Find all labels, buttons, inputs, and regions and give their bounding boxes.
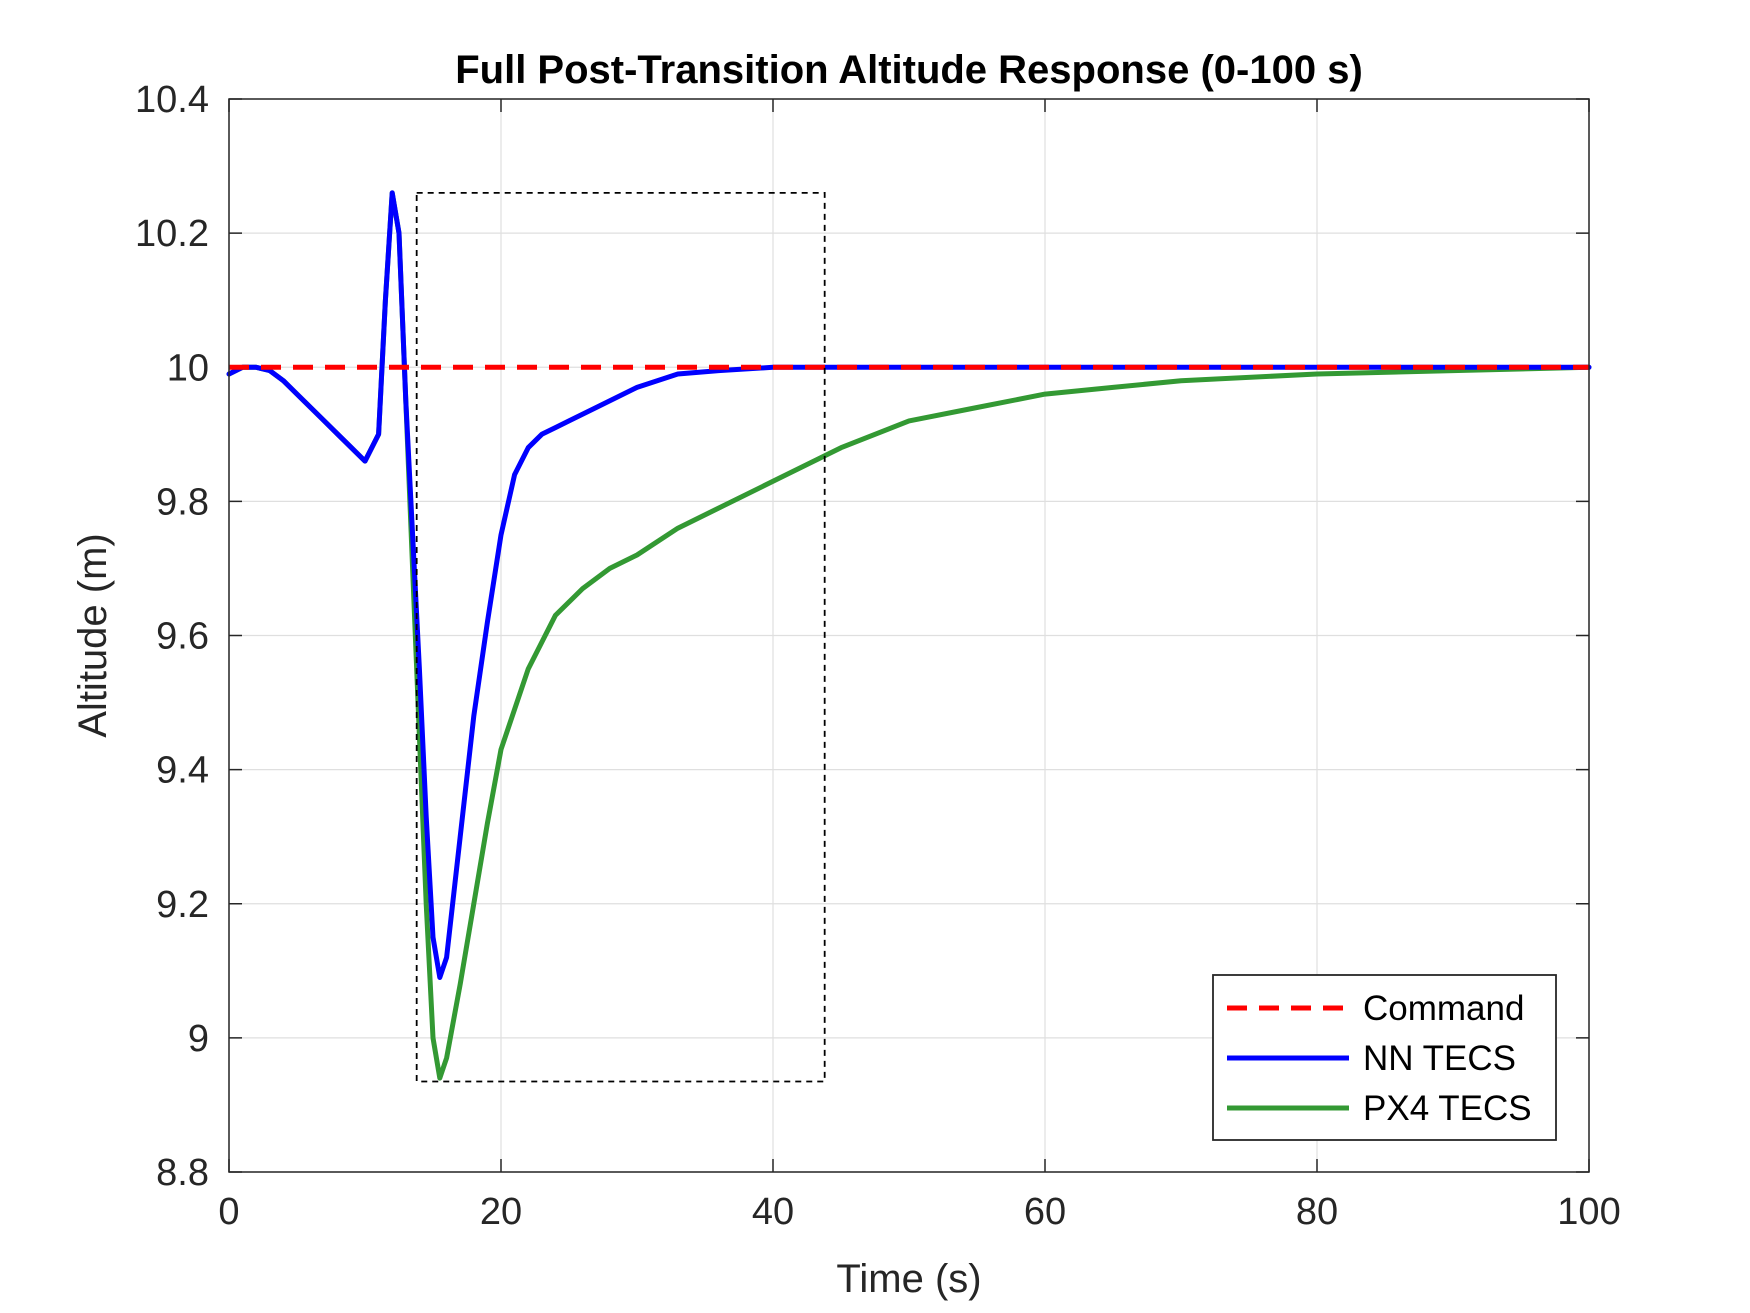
plot-frame <box>228 98 1590 1173</box>
data-lines <box>226 190 1592 1081</box>
legend: Command NN TECS PX4 TECS <box>1212 974 1557 1141</box>
legend-label-px4-tecs: PX4 TECS <box>1363 1089 1532 1128</box>
x-tick-label: 80 <box>1296 1191 1338 1233</box>
x-tick-label: 20 <box>480 1191 522 1233</box>
zoom-region-box <box>415 191 826 1083</box>
y-tick-label: 10 <box>167 347 209 389</box>
y-tick-label: 8.8 <box>156 1152 209 1194</box>
x-tick-label: 0 <box>218 1191 239 1233</box>
legend-label-nn-tecs: NN TECS <box>1363 1039 1516 1078</box>
x-tick-label: 40 <box>752 1191 794 1233</box>
legend-label-command: Command <box>1363 989 1524 1028</box>
x-tick-label: 100 <box>1557 1191 1620 1233</box>
y-axis-label: Altitude (m) <box>71 533 115 738</box>
y-tick-label: 9.6 <box>156 616 209 658</box>
chart-title: Full Post-Transition Altitude Response (… <box>455 48 1363 92</box>
y-tick-label: 9.8 <box>156 481 209 523</box>
x-tick-label: 60 <box>1024 1191 1066 1233</box>
y-tick-label: 9 <box>188 1018 209 1060</box>
annotations <box>415 191 826 1083</box>
x-axis-label: Time (s) <box>836 1257 981 1301</box>
tick-labels: 0 20 40 60 80 100 8.8 9 9.2 9.4 9.6 9.8 10 10.2 10.4 <box>135 79 1621 1233</box>
y-tick-label: 9.4 <box>156 750 209 792</box>
y-tick-label: 10.4 <box>135 79 209 121</box>
y-tick-label: 9.2 <box>156 884 209 926</box>
y-tick-label: 10.2 <box>135 213 209 255</box>
